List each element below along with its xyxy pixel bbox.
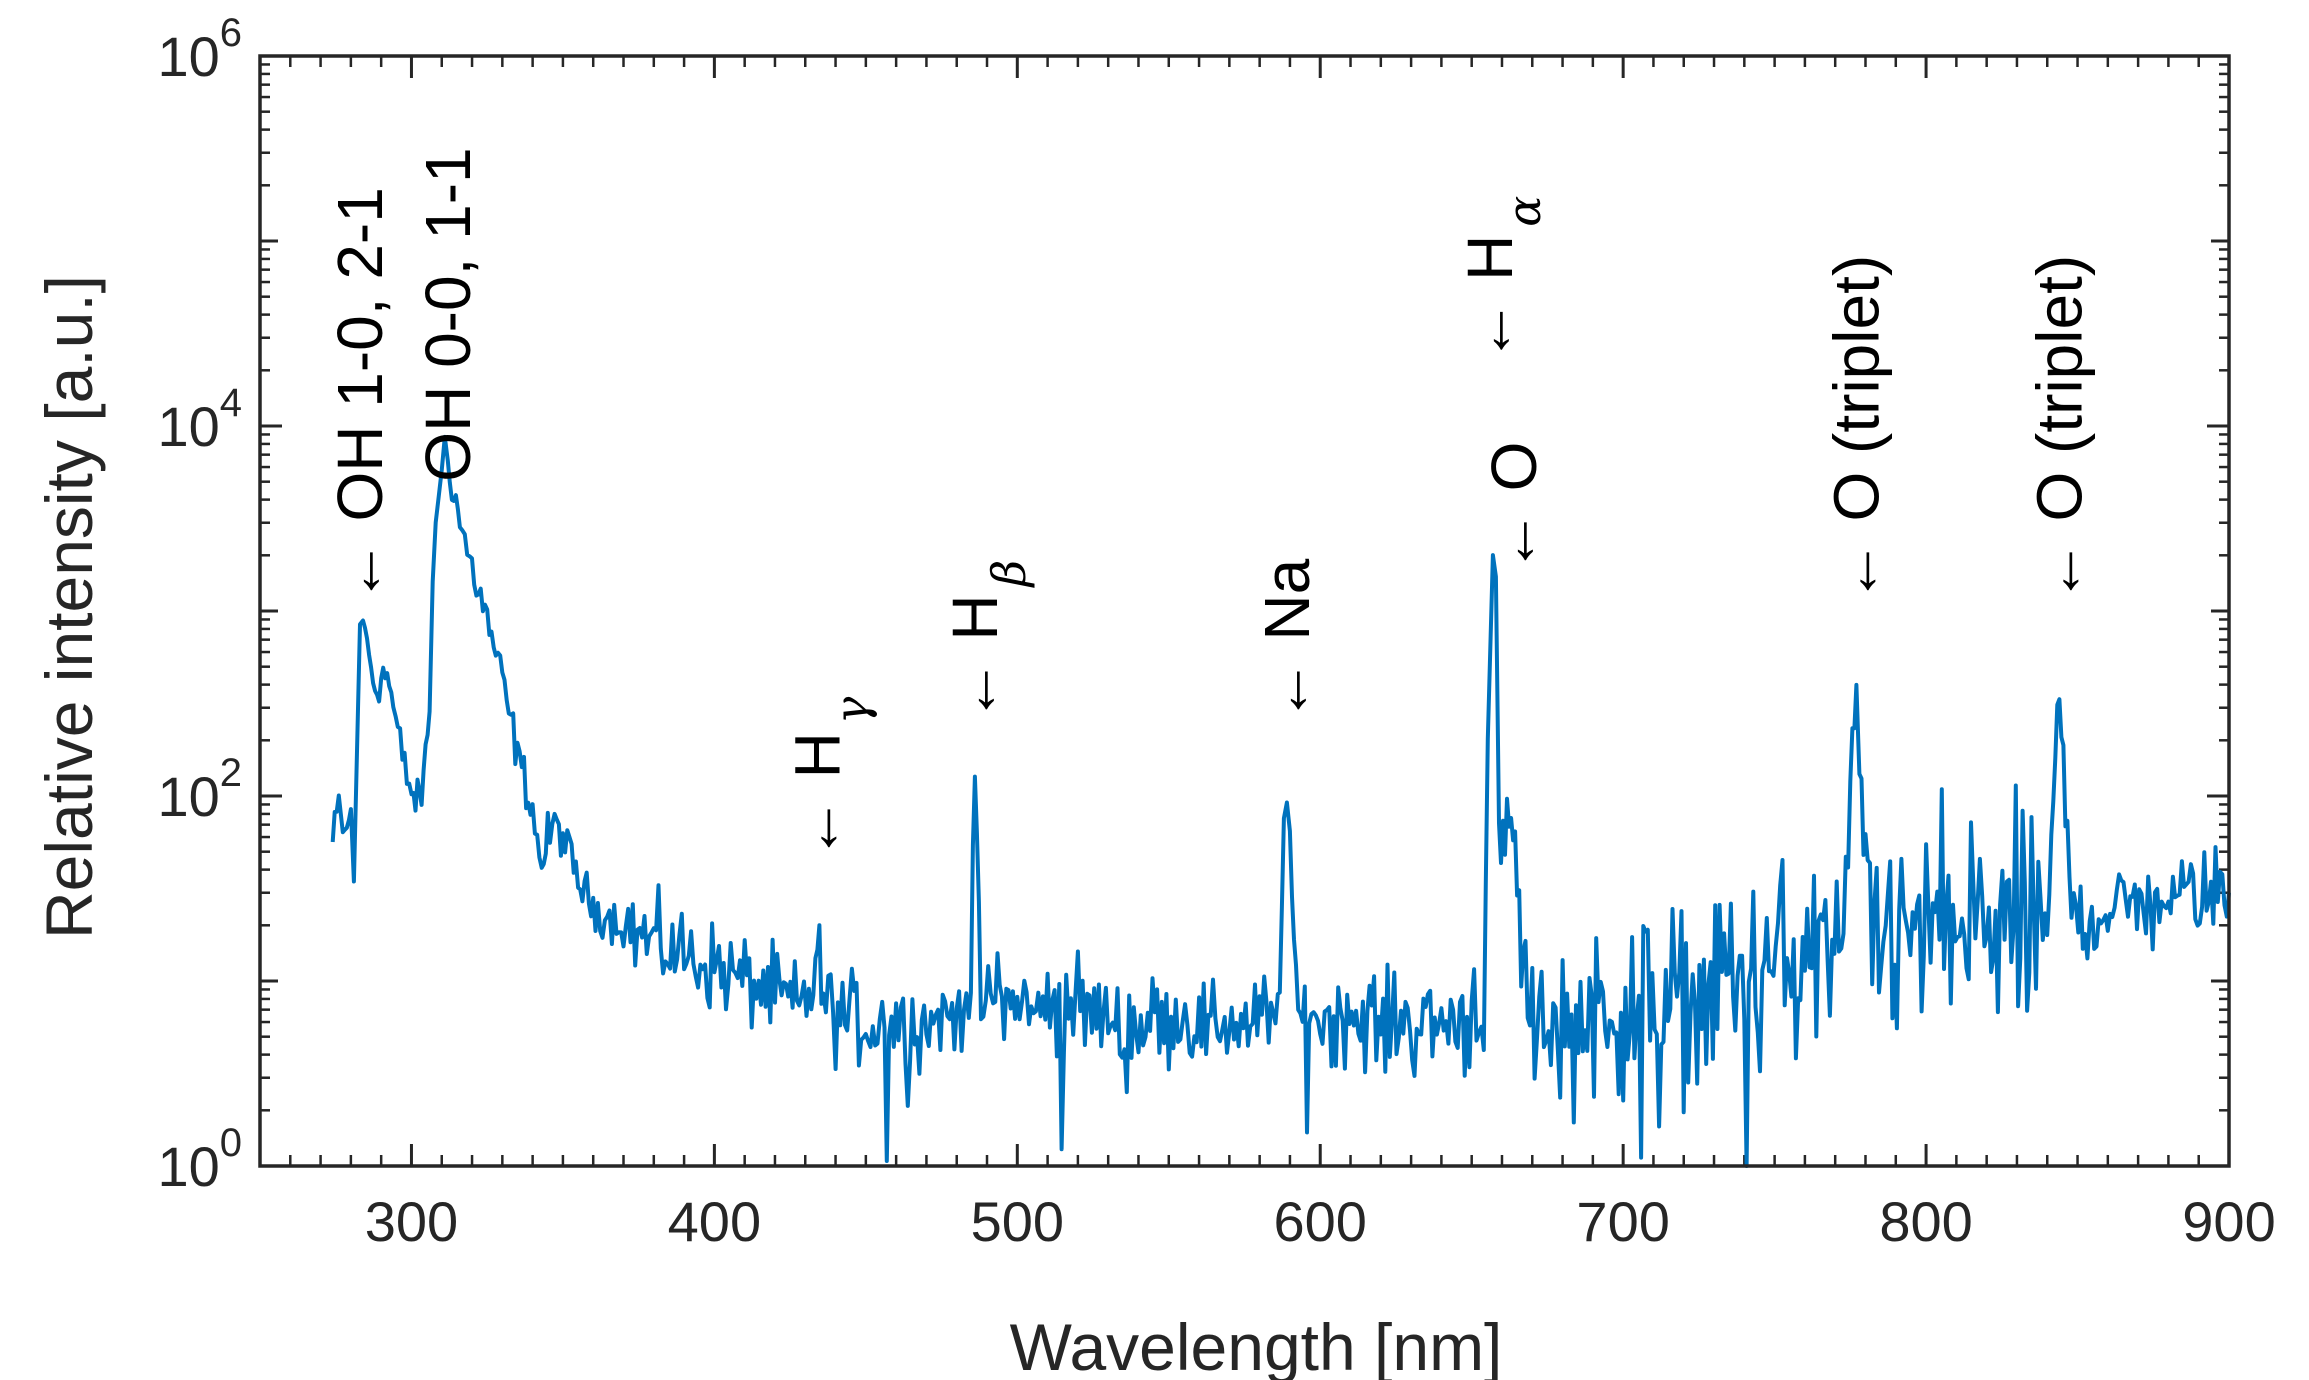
- y-tick-label: 100: [157, 1121, 242, 1198]
- y-tick-label: 106: [157, 11, 242, 88]
- y-tick-label: 104: [157, 381, 242, 458]
- annotation: ← Na: [1251, 558, 1323, 722]
- y-tick-label: 102: [157, 751, 242, 828]
- annotation-label: ← Hβ: [939, 560, 1036, 723]
- annotation: ← Hβ: [939, 560, 1036, 723]
- series-layer: [330, 434, 2231, 1168]
- annotation-label: ← Na: [1251, 558, 1323, 722]
- x-tick-label: 300: [365, 1190, 458, 1253]
- annotation: ← O (triplet): [2023, 255, 2095, 603]
- x-tick-label: 400: [668, 1190, 761, 1253]
- annotation-label: ← O (triplet): [2023, 255, 2095, 603]
- axis-ticks: [258, 54, 2231, 1168]
- annotation-label: ← O: [1478, 442, 1550, 574]
- y-axis-title: Relative intensity [a.u.]: [32, 275, 106, 939]
- annotation: ← O: [1478, 442, 1550, 574]
- annotation: ← Hα: [1454, 196, 1551, 363]
- x-tick-labels: 300 400 500 600 700 800 900: [365, 1190, 2276, 1253]
- annotations: ← OH 1-0, 2-1 OH 0-0, 1-1 ← Hγ ← Hβ ← Na ← Hα…: [324, 147, 2095, 860]
- x-tick-label: 800: [1879, 1190, 1972, 1253]
- plot-frame: [258, 54, 2231, 1168]
- y-tick-labels: 100 102 104 106: [157, 11, 242, 1198]
- annotation: ← OH 1-0, 2-1: [324, 187, 396, 603]
- x-tick-label: 900: [2182, 1190, 2275, 1253]
- annotation-label: ← Hγ: [781, 696, 878, 860]
- x-tick-label: 700: [1576, 1190, 1669, 1253]
- annotation: OH 0-0, 1-1: [412, 147, 484, 481]
- spectrum-line: [330, 434, 2231, 1168]
- x-tick-label: 500: [971, 1190, 1064, 1253]
- annotation: ← O (triplet): [1820, 255, 1892, 603]
- x-axis-title: Wavelength [nm]: [1010, 1310, 1503, 1380]
- annotation-label: OH 0-0, 1-1: [412, 147, 484, 481]
- plot-area: [260, 56, 2229, 1166]
- annotation: ← Hγ: [781, 696, 878, 860]
- annotation-label: ← Hα: [1454, 196, 1551, 363]
- annotation-label: ← O (triplet): [1820, 255, 1892, 603]
- annotation-label: ← OH 1-0, 2-1: [324, 187, 396, 603]
- x-tick-label: 600: [1274, 1190, 1367, 1253]
